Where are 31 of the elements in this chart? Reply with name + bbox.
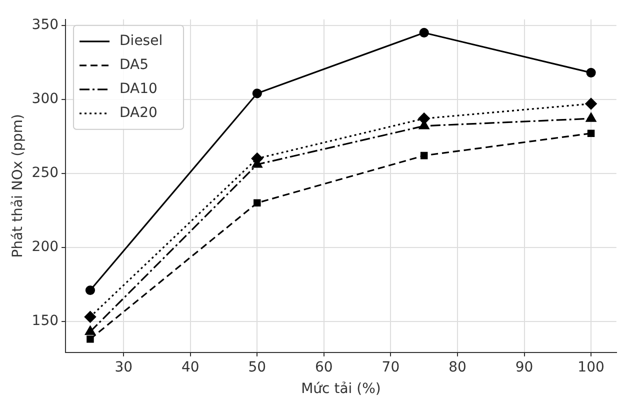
x-tick-label: 50: [248, 359, 266, 376]
x-tick-label: 40: [181, 359, 200, 376]
x-tick-label: 80: [448, 359, 466, 376]
y-axis-title: Phát thải NOx (ppm): [10, 114, 26, 258]
point: [587, 130, 595, 137]
point: [586, 112, 596, 122]
legend-label: Diesel: [120, 33, 163, 50]
y-tick-label: 350: [32, 16, 59, 33]
legend-label: DA10: [120, 81, 158, 98]
x-tick-label: 90: [515, 359, 534, 376]
x-tick-label: 60: [315, 359, 333, 376]
x-tick-label: 30: [114, 359, 133, 376]
point: [84, 311, 96, 323]
legend-label: DA20: [120, 105, 158, 122]
point: [85, 326, 96, 335]
x-axis-title: Mức tải (%): [301, 381, 381, 398]
point: [86, 335, 94, 343]
point: [586, 68, 596, 78]
x-tick-label: 100: [578, 359, 604, 376]
point: [252, 88, 262, 98]
point: [85, 285, 96, 296]
legend-label: DA5: [120, 57, 149, 74]
y-tick-label: 250: [32, 164, 59, 181]
y-tick-label: 300: [32, 90, 59, 107]
point: [420, 152, 428, 160]
y-tick-label: 200: [32, 238, 59, 255]
point: [585, 98, 597, 110]
point: [419, 28, 429, 38]
x-tick-label: 70: [382, 359, 400, 376]
point: [254, 199, 261, 207]
y-tick-label: 150: [32, 312, 59, 329]
